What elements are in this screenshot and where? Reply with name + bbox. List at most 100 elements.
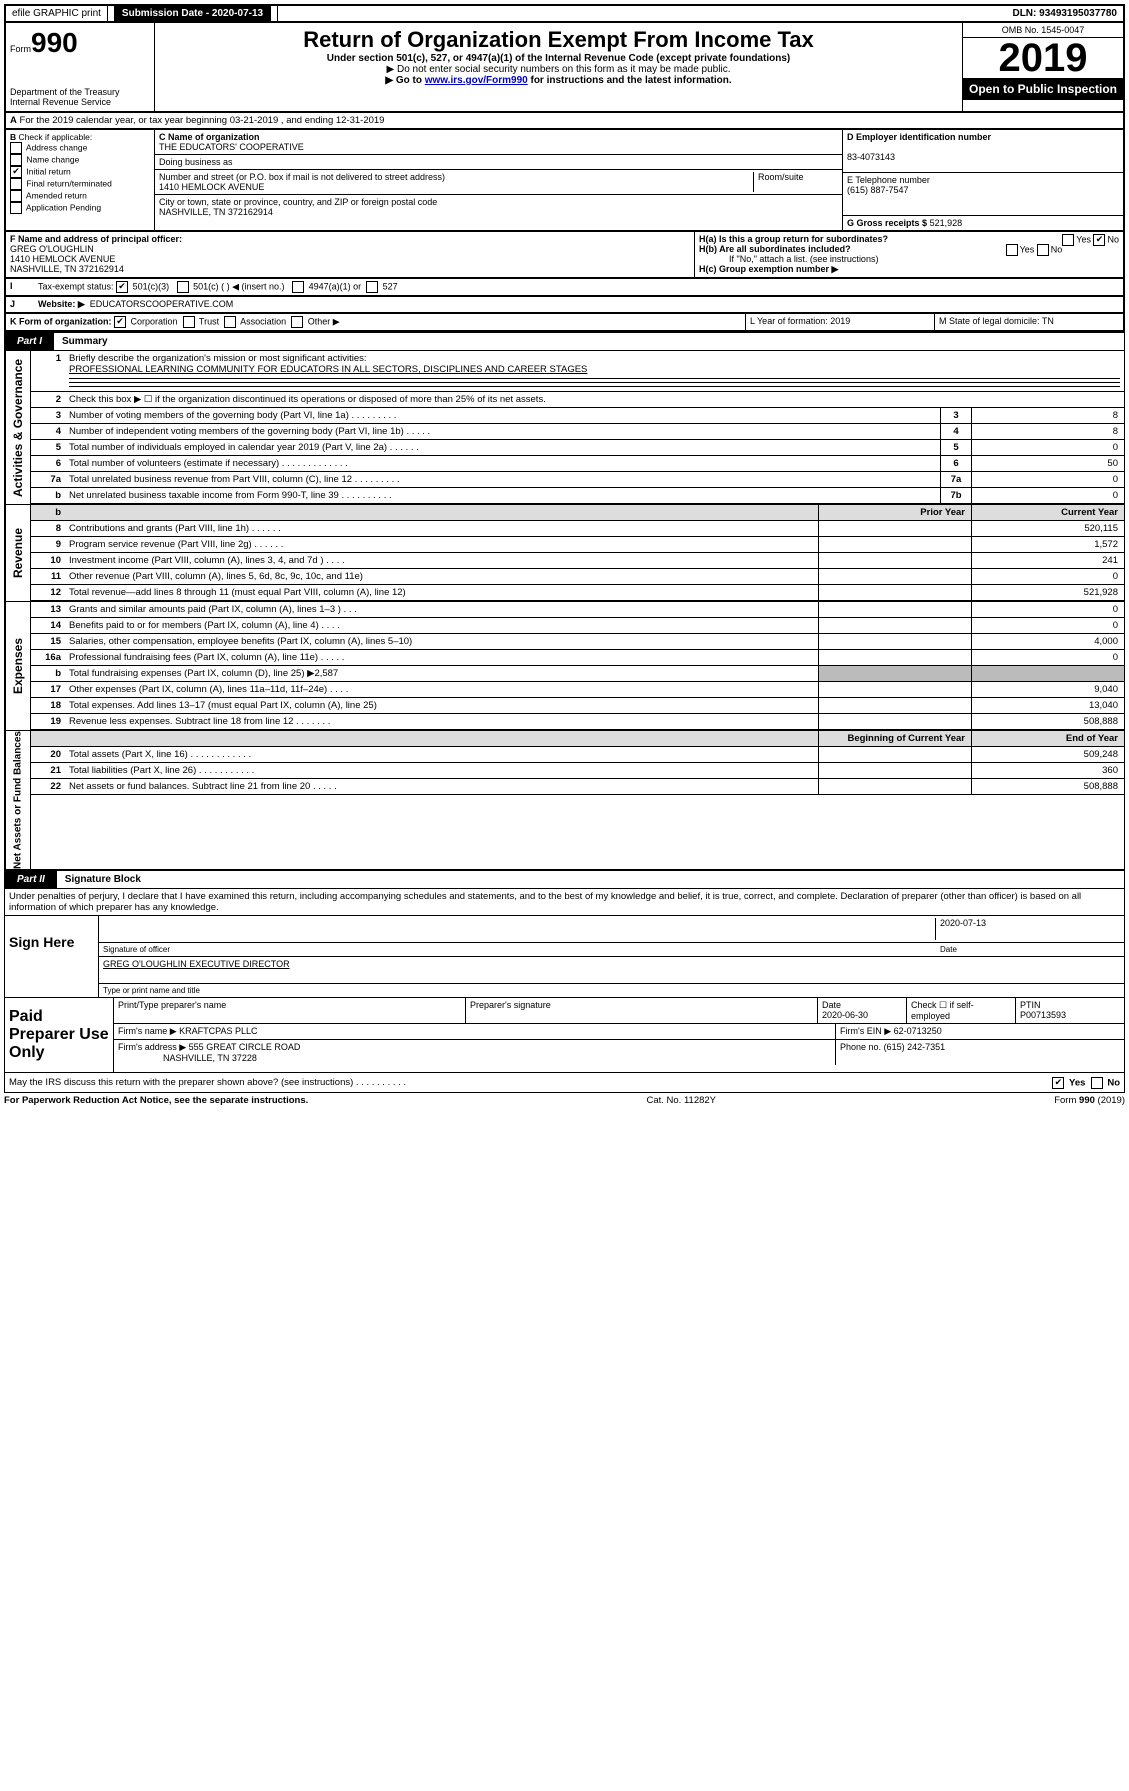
data-line: 10Investment income (Part VIII, column (… [31,553,1124,569]
col-beg: Beginning of Current Year [818,731,971,746]
tax-exempt-row: I Tax-exempt status: 501(c)(3) 501(c) ( … [4,279,1125,297]
data-line: 21Total liabilities (Part X, line 26) . … [31,763,1124,779]
dba-label: Doing business as [159,157,233,167]
cb-name-change[interactable] [10,154,22,166]
box-c: C Name of organization THE EDUCATORS' CO… [155,130,842,230]
firm-name: KRAFTCPAS PLLC [179,1026,257,1036]
cb-app-pending[interactable] [10,202,22,214]
ptin: P00713593 [1020,1010,1066,1020]
firm-phone: (615) 242-7351 [884,1042,946,1052]
gov-line: bNet unrelated business taxable income f… [31,488,1124,504]
footer: For Paperwork Reduction Act Notice, see … [4,1093,1125,1108]
cb-hb-no[interactable] [1037,244,1049,256]
perjury-decl: Under penalties of perjury, I declare th… [4,889,1125,916]
data-line: 20Total assets (Part X, line 16) . . . .… [31,747,1124,763]
data-line: bTotal fundraising expenses (Part IX, co… [31,666,1124,682]
mission-text: PROFESSIONAL LEARNING COMMUNITY FOR EDUC… [69,364,587,375]
sig-date: 2020-07-13 [935,918,1120,940]
website-val: EDUCATORSCOOPERATIVE.COM [90,299,234,309]
submission-badge: Submission Date - 2020-07-13 [114,6,271,21]
org-street: 1410 HEMLOCK AVENUE [159,182,264,192]
gov-line: 6Total number of volunteers (estimate if… [31,456,1124,472]
form-number: 990 [31,27,78,58]
ha-label: H(a) Is this a group return for subordin… [699,234,888,244]
year-formation: L Year of formation: 2019 [746,314,935,330]
data-line: 13Grants and similar amounts paid (Part … [31,602,1124,618]
cb-other[interactable] [291,316,303,328]
officer-signature: GREG O'LOUGHLIN EXECUTIVE DIRECTOR [103,959,290,981]
data-line: 14Benefits paid to or for members (Part … [31,618,1124,634]
cb-initial-return[interactable] [10,166,22,178]
form-header: Form990 Department of the Treasury Inter… [4,23,1125,113]
cb-assoc[interactable] [224,316,236,328]
discuss-row: May the IRS discuss this return with the… [4,1073,1125,1093]
col-prior: Prior Year [818,505,971,520]
dln: DLN: 93493195037780 [1006,6,1123,21]
gov-line: 3Number of voting members of the governi… [31,408,1124,424]
net-section: Net Assets or Fund Balances Beginning of… [4,731,1125,870]
note-goto: ▶ Go to www.irs.gov/Form990 for instruct… [159,75,958,86]
org-form-row: K Form of organization: Corporation Trus… [4,314,1125,332]
form-prefix: Form [10,44,31,54]
col-curr: Current Year [971,505,1124,520]
part2-bar: Part II Signature Block [4,870,1125,889]
room-suite: Room/suite [753,172,838,192]
side-gov: Activities & Governance [5,351,30,504]
sign-block: Sign Here 2020-07-13 Signature of office… [4,916,1125,998]
efile-label: efile GRAPHIC print [6,6,108,21]
tax-year: 2019 [963,38,1123,78]
cb-discuss-yes[interactable] [1052,1077,1064,1089]
box-d-e-g: D Employer identification number 83-4073… [842,130,1123,230]
exp-section: Expenses 13Grants and similar amounts pa… [4,602,1125,731]
data-line: 12Total revenue—add lines 8 through 11 (… [31,585,1124,601]
preparer-block: Paid Preparer Use Only Print/Type prepar… [4,998,1125,1073]
phone: (615) 887-7547 [847,185,909,195]
data-line: 19Revenue less expenses. Subtract line 1… [31,714,1124,730]
gov-line: 7aTotal unrelated business revenue from … [31,472,1124,488]
gross-receipts: 521,928 [930,218,963,228]
cb-hb-yes[interactable] [1006,244,1018,256]
open-to-public: Open to Public Inspection [963,78,1123,100]
data-line: 15Salaries, other compensation, employee… [31,634,1124,650]
col-end: End of Year [971,731,1124,746]
cb-trust[interactable] [183,316,195,328]
cb-final-return[interactable] [10,178,22,190]
side-rev: Revenue [5,505,30,601]
officer-name: GREG O'LOUGHLIN [10,244,94,254]
data-line: 9Program service revenue (Part VIII, lin… [31,537,1124,553]
cb-ha-yes[interactable] [1062,234,1074,246]
note-ssn: ▶ Do not enter social security numbers o… [159,64,958,75]
cb-corp[interactable] [114,316,126,328]
txt: efile GRAPHIC print [12,8,101,19]
website-row: J Website: ▶ EDUCATORSCOOPERATIVE.COM [4,297,1125,314]
hb-label: H(b) Are all subordinates included? [699,244,851,254]
cb-4947[interactable] [292,281,304,293]
cb-ha-no[interactable] [1093,234,1105,246]
data-line: 18Total expenses. Add lines 13–17 (must … [31,698,1124,714]
form-subtitle: Under section 501(c), 527, or 4947(a)(1)… [159,53,958,64]
part1-bar: Part I Summary [4,332,1125,351]
irs-link[interactable]: www.irs.gov/Form990 [425,75,528,86]
rev-section: Revenue b Prior Year Current Year 8Contr… [4,505,1125,602]
cb-527[interactable] [366,281,378,293]
hc-label: H(c) Group exemption number ▶ [699,264,838,274]
side-exp: Expenses [5,602,30,730]
gov-section: Activities & Governance 1 Briefly descri… [4,351,1125,505]
data-line: 22Net assets or fund balances. Subtract … [31,779,1124,795]
org-city: NASHVILLE, TN 372162914 [159,207,273,217]
cb-501c3[interactable] [116,281,128,293]
ein: 83-4073143 [847,152,895,162]
top-bar: efile GRAPHIC print Submission Date - 20… [4,4,1125,23]
period-row: A For the 2019 calendar year, or tax yea… [4,113,1125,130]
cb-amended[interactable] [10,190,22,202]
data-line: 16aProfessional fundraising fees (Part I… [31,650,1124,666]
gov-line: 5Total number of individuals employed in… [31,440,1124,456]
cb-address-change[interactable] [10,142,22,154]
prep-date: 2020-06-30 [822,1010,868,1020]
side-net: Net Assets or Fund Balances [5,731,30,869]
officer-group-row: F Name and address of principal officer:… [4,232,1125,279]
dept-label: Department of the Treasury Internal Reve… [10,87,150,107]
cb-501c[interactable] [177,281,189,293]
cb-discuss-no[interactable] [1091,1077,1103,1089]
state-domicile: M State of legal domicile: TN [935,314,1123,330]
